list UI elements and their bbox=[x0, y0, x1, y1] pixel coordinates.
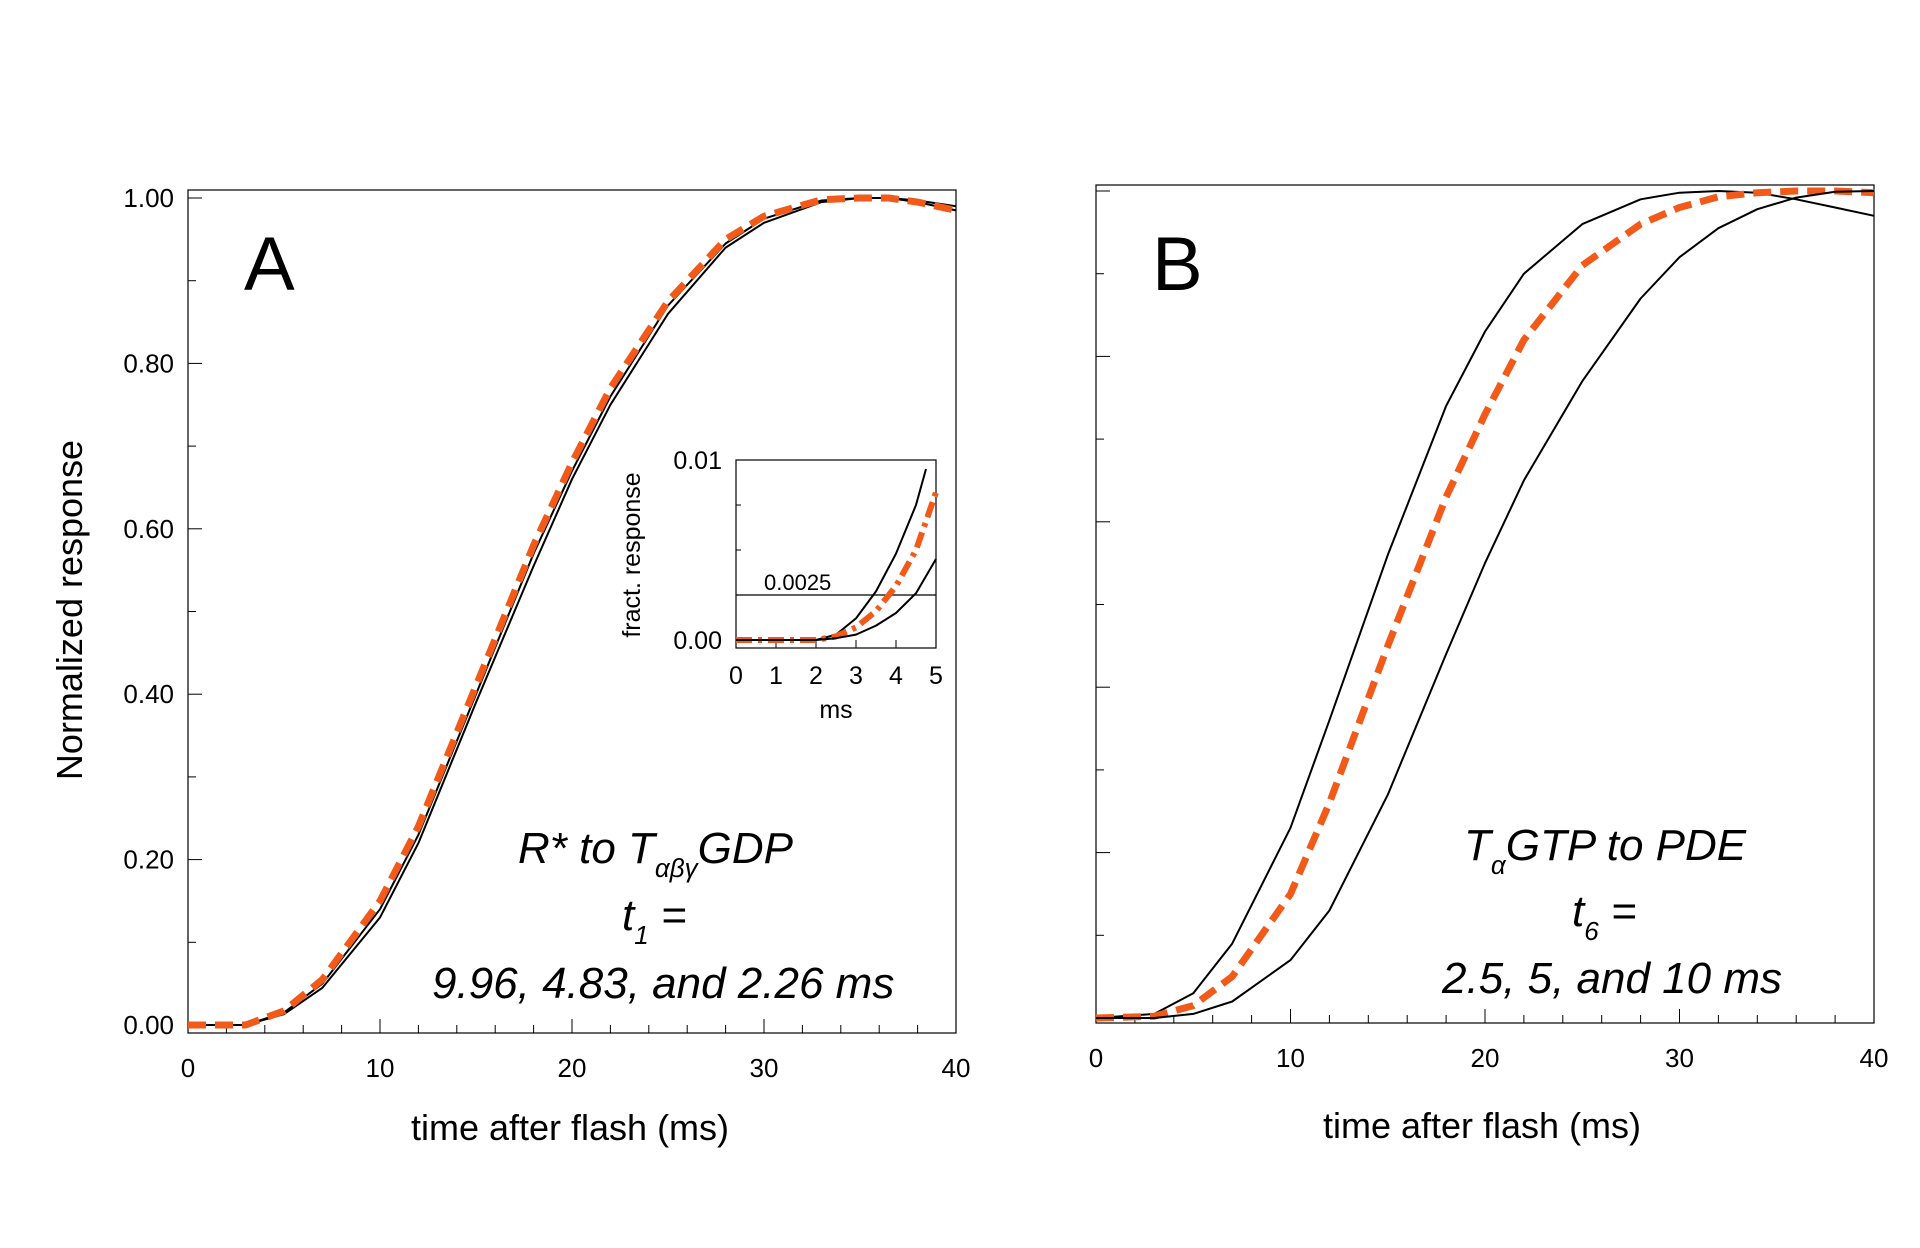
inset-chart: 0 1 2 3 4 5 0.00 0.01 ms fract. response 0.0025 bbox=[618, 447, 943, 724]
inset-series-line-2 bbox=[736, 491, 939, 643]
inset-y-tick-label: 0.00 bbox=[673, 627, 722, 655]
inset-xlabel: ms bbox=[819, 696, 852, 724]
x-tick-label: 40 bbox=[942, 1053, 971, 1083]
inset-x-tick-label: 5 bbox=[929, 662, 943, 690]
inset-y-tick-label: 0.01 bbox=[673, 447, 722, 475]
panel-a-ann-l2-sub: 1 bbox=[634, 920, 648, 950]
panel-a: A 0.000.200.400.600.801.00 0 10 20 30 40 Nor… bbox=[49, 183, 970, 1148]
panel-b-letter: B bbox=[1152, 222, 1203, 307]
y-tick-label: 0.40 bbox=[123, 679, 174, 709]
panel-a-annotation-line3: 9.96, 4.83, and 2.26 ms bbox=[432, 959, 894, 1008]
panel-b: B 0 10 20 30 40 time after flash (ms) TαGTP … bbox=[1089, 184, 1889, 1146]
x-tick-label: 10 bbox=[1276, 1043, 1305, 1073]
x-tick-label: 0 bbox=[181, 1053, 195, 1083]
panel-a-ann-l2-end: = bbox=[649, 891, 687, 940]
inset-x-tick-label: 1 bbox=[769, 662, 783, 690]
panel-b-ann-l1-a: T bbox=[1464, 821, 1494, 870]
panel-a-annotation-line2: t1 = bbox=[622, 891, 687, 950]
panel-b-annotation-line3: 2.5, 5, and 10 ms bbox=[1441, 954, 1782, 1003]
panel-b-ann-l2-sub: 6 bbox=[1584, 916, 1599, 946]
panel-a-annotation-line1: R* to TαβγGDP bbox=[518, 824, 794, 883]
series-line-2 bbox=[1095, 187, 1875, 1022]
panel-b-ann-l1-end: GTP to PDE bbox=[1506, 821, 1747, 870]
x-tick-label: 30 bbox=[750, 1053, 779, 1083]
panel-b-frame bbox=[1095, 184, 1875, 1024]
x-tick-label: 30 bbox=[1665, 1043, 1694, 1073]
series-line-1 bbox=[1095, 190, 1875, 1019]
x-tick-label: 0 bbox=[1089, 1043, 1103, 1073]
panel-a-ann-l1-a: R* to T bbox=[518, 824, 658, 873]
x-tick-label: 20 bbox=[558, 1053, 587, 1083]
panel-b-annotation-line2: t6 = bbox=[1572, 887, 1637, 946]
inset-background bbox=[736, 460, 936, 648]
inset-x-tick-label: 2 bbox=[809, 662, 823, 690]
x-tick-label: 40 bbox=[1860, 1043, 1889, 1073]
y-tick-label: 0.60 bbox=[123, 514, 174, 544]
panel-a-ylabel: Normalized response bbox=[49, 440, 90, 780]
series-line-3 bbox=[1096, 190, 1875, 1019]
panel-a-ann-l1-end: GDP bbox=[698, 824, 794, 873]
x-tick-label: 10 bbox=[366, 1053, 395, 1083]
panel-b-ann-l2-end: = bbox=[1599, 887, 1637, 936]
y-tick-label: 0.20 bbox=[123, 845, 174, 875]
inset-ref-label: 0.0025 bbox=[764, 570, 831, 595]
inset-frame bbox=[735, 459, 937, 649]
inset-x-tick-label: 0 bbox=[729, 662, 743, 690]
inset-x-tick-label: 3 bbox=[849, 662, 863, 690]
panel-a-letter: A bbox=[244, 222, 295, 307]
y-tick-label: 1.00 bbox=[123, 183, 174, 213]
panel-b-ann-l2-a: t bbox=[1572, 887, 1586, 936]
panel-a-ann-l2-a: t bbox=[622, 891, 636, 940]
inset-x-tick-label: 4 bbox=[889, 662, 903, 690]
panel-b-annotation-line1: TαGTP to PDE bbox=[1464, 821, 1747, 880]
y-tick-label: 0.00 bbox=[123, 1010, 174, 1040]
inset-ylabel: fract. response bbox=[618, 472, 646, 637]
inset-series-line-3 bbox=[736, 558, 937, 641]
series-line-3 bbox=[188, 194, 957, 1029]
panel-b-ann-l1-sub: α bbox=[1491, 850, 1507, 880]
x-tick-label: 20 bbox=[1471, 1043, 1500, 1073]
panel-a-xlabel: time after flash (ms) bbox=[411, 1107, 729, 1148]
panel-b-xlabel: time after flash (ms) bbox=[1323, 1105, 1641, 1146]
y-tick-label: 0.80 bbox=[123, 348, 174, 378]
panel-a-ann-l1-sub: αβγ bbox=[655, 853, 700, 883]
